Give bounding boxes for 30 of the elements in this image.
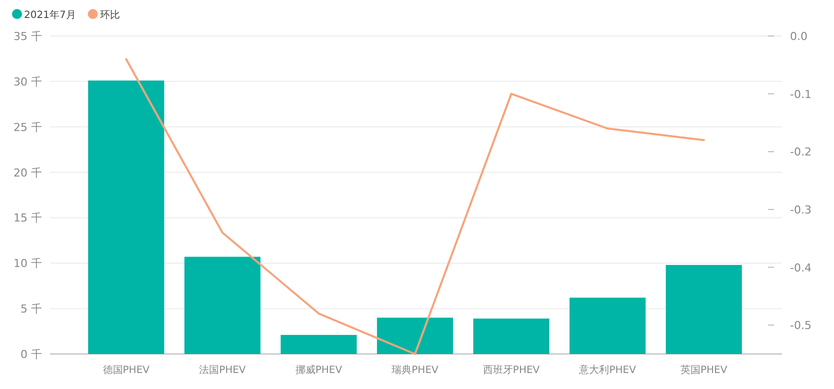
y2-tick-label: -0.1 <box>790 88 812 101</box>
y-tick-label: 10 千 <box>14 257 42 270</box>
x-tick-label: 意大利PHEV <box>578 364 636 376</box>
legend-label: 2021年7月 <box>24 9 76 21</box>
y-tick-label: 15 千 <box>14 212 42 225</box>
legend-label: 环比 <box>100 9 120 21</box>
x-tick-label: 德国PHEV <box>102 365 150 376</box>
y-tick-label: 35 千 <box>14 30 42 43</box>
y-tick-label: 25 千 <box>14 120 42 134</box>
bar <box>570 298 646 354</box>
y2-tick-label: -0.4 <box>790 261 812 274</box>
y-tick-label: 20 千 <box>14 166 42 180</box>
x-tick-label: 西班牙PHEV <box>482 364 540 376</box>
bar <box>666 264 742 354</box>
bar <box>280 334 357 354</box>
bar <box>473 318 550 354</box>
bar <box>184 256 260 354</box>
bar <box>376 318 454 354</box>
y2-tick-label: -0.5 <box>790 319 812 332</box>
y2-tick-label: 0.0 <box>790 30 808 43</box>
y2-tick-label: -0.3 <box>790 203 812 216</box>
x-tick-label: 法国PHEV <box>199 364 246 376</box>
y-tick-label: 30 千 <box>14 75 42 88</box>
bar <box>88 80 164 354</box>
y-tick-label: 0 千 <box>20 348 42 361</box>
x-tick-label: 挪威PHEV <box>295 364 342 376</box>
x-tick-label: 英国PHEV <box>680 364 728 376</box>
y2-tick-label: -0.2 <box>790 146 812 159</box>
x-tick-label: 瑞典PHEV <box>392 364 439 376</box>
y-tick-label: 5 千 <box>20 302 42 316</box>
